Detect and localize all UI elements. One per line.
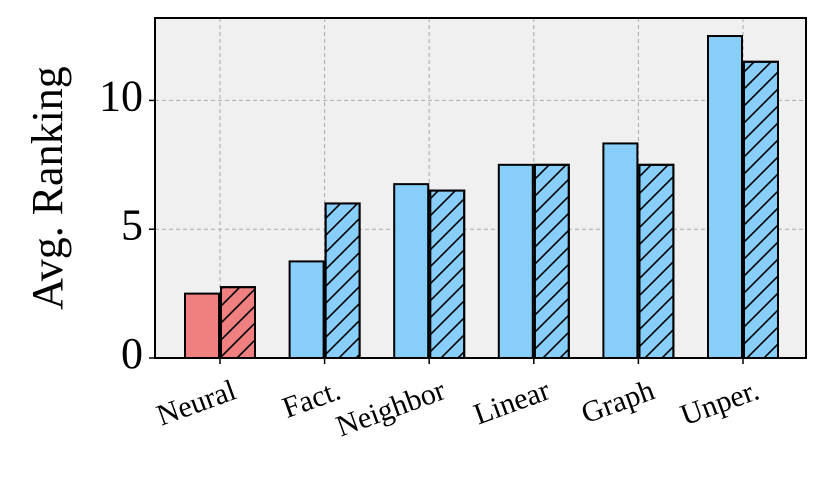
- bar: [184, 292, 220, 359]
- y-tick-label: 10: [99, 72, 143, 121]
- bar: [288, 260, 325, 359]
- bar: [393, 183, 430, 359]
- bar-hatch: [533, 163, 570, 359]
- bar-hatch: [220, 286, 256, 359]
- x-tick-label: Graph: [577, 374, 659, 431]
- x-tick-label: Neural: [152, 374, 240, 433]
- y-tick-label: 5: [121, 200, 143, 249]
- x-tick-label: Unper.: [676, 374, 763, 433]
- x-tick-label: Linear: [469, 374, 554, 432]
- y-tick-label: 0: [121, 329, 143, 378]
- plot-frame: [154, 17, 807, 359]
- bar-hatch: [429, 189, 466, 359]
- bar: [497, 163, 534, 359]
- bar: [602, 142, 639, 359]
- bar-hatch: [638, 163, 675, 359]
- y-axis-label: Avg. Ranking: [23, 66, 72, 310]
- plot-area: [155, 18, 806, 358]
- bar-hatch: [324, 202, 361, 359]
- x-tick-label: Neighbor: [332, 374, 450, 444]
- bar-hatch: [743, 60, 779, 360]
- bar: [707, 35, 743, 359]
